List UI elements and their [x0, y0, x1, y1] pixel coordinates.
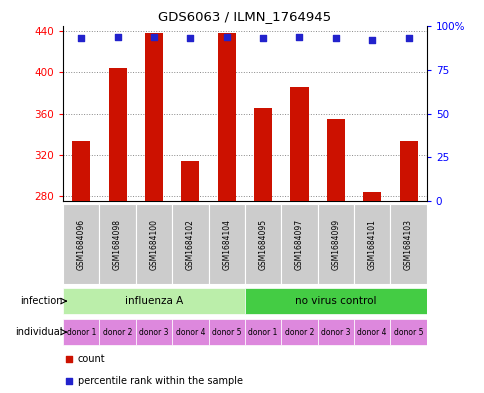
Point: [113, 33, 121, 40]
Bar: [108, 68, 126, 201]
Bar: [363, 192, 380, 201]
Text: count: count: [77, 354, 105, 364]
Text: GSM1684102: GSM1684102: [185, 219, 195, 270]
Text: GSM1684101: GSM1684101: [367, 219, 376, 270]
Bar: [172, 320, 208, 345]
Bar: [399, 141, 417, 201]
Text: GSM1684104: GSM1684104: [222, 219, 231, 270]
Text: donor 2: donor 2: [103, 328, 132, 336]
Text: GSM1684098: GSM1684098: [113, 219, 122, 270]
Text: donor 2: donor 2: [284, 328, 314, 336]
Text: GSM1684103: GSM1684103: [403, 219, 412, 270]
Text: infection: infection: [20, 296, 63, 306]
Point: [64, 356, 72, 362]
Bar: [254, 108, 272, 201]
Text: donor 5: donor 5: [393, 328, 423, 336]
Bar: [99, 320, 136, 345]
Bar: [181, 161, 199, 201]
Text: donor 3: donor 3: [320, 328, 350, 336]
Text: influenza A: influenza A: [124, 296, 183, 306]
Point: [150, 33, 157, 40]
Text: GSM1684097: GSM1684097: [294, 219, 303, 270]
Text: no virus control: no virus control: [294, 296, 376, 306]
Text: donor 4: donor 4: [175, 328, 205, 336]
Point: [404, 35, 411, 42]
Point: [295, 33, 303, 40]
Point: [222, 33, 230, 40]
Text: individual: individual: [15, 327, 63, 337]
Bar: [317, 320, 353, 345]
Text: percentile rank within the sample: percentile rank within the sample: [77, 376, 242, 386]
Bar: [353, 320, 390, 345]
Bar: [317, 204, 353, 284]
Bar: [281, 204, 317, 284]
Text: donor 5: donor 5: [212, 328, 241, 336]
Point: [368, 37, 376, 43]
Text: donor 3: donor 3: [139, 328, 168, 336]
Bar: [244, 320, 281, 345]
Bar: [290, 87, 308, 201]
Bar: [172, 204, 208, 284]
Bar: [217, 33, 235, 201]
Bar: [208, 204, 244, 284]
Bar: [244, 288, 426, 314]
Bar: [145, 33, 163, 201]
Bar: [326, 119, 344, 201]
Bar: [281, 320, 317, 345]
Bar: [63, 288, 244, 314]
Bar: [208, 320, 244, 345]
Text: GSM1684096: GSM1684096: [76, 219, 86, 270]
Text: GSM1684099: GSM1684099: [331, 219, 340, 270]
Point: [331, 35, 339, 42]
Bar: [72, 141, 90, 201]
Bar: [244, 204, 281, 284]
Bar: [353, 204, 390, 284]
Text: donor 1: donor 1: [248, 328, 277, 336]
Text: donor 4: donor 4: [357, 328, 386, 336]
Text: donor 1: donor 1: [66, 328, 96, 336]
Bar: [99, 204, 136, 284]
Bar: [136, 204, 172, 284]
Text: GSM1684095: GSM1684095: [258, 219, 267, 270]
Point: [186, 35, 194, 42]
Bar: [390, 204, 426, 284]
Bar: [136, 320, 172, 345]
Title: GDS6063 / ILMN_1764945: GDS6063 / ILMN_1764945: [158, 11, 331, 24]
Point: [77, 35, 85, 42]
Bar: [63, 204, 99, 284]
Bar: [63, 320, 99, 345]
Point: [64, 378, 72, 384]
Text: GSM1684100: GSM1684100: [149, 219, 158, 270]
Bar: [390, 320, 426, 345]
Point: [258, 35, 266, 42]
